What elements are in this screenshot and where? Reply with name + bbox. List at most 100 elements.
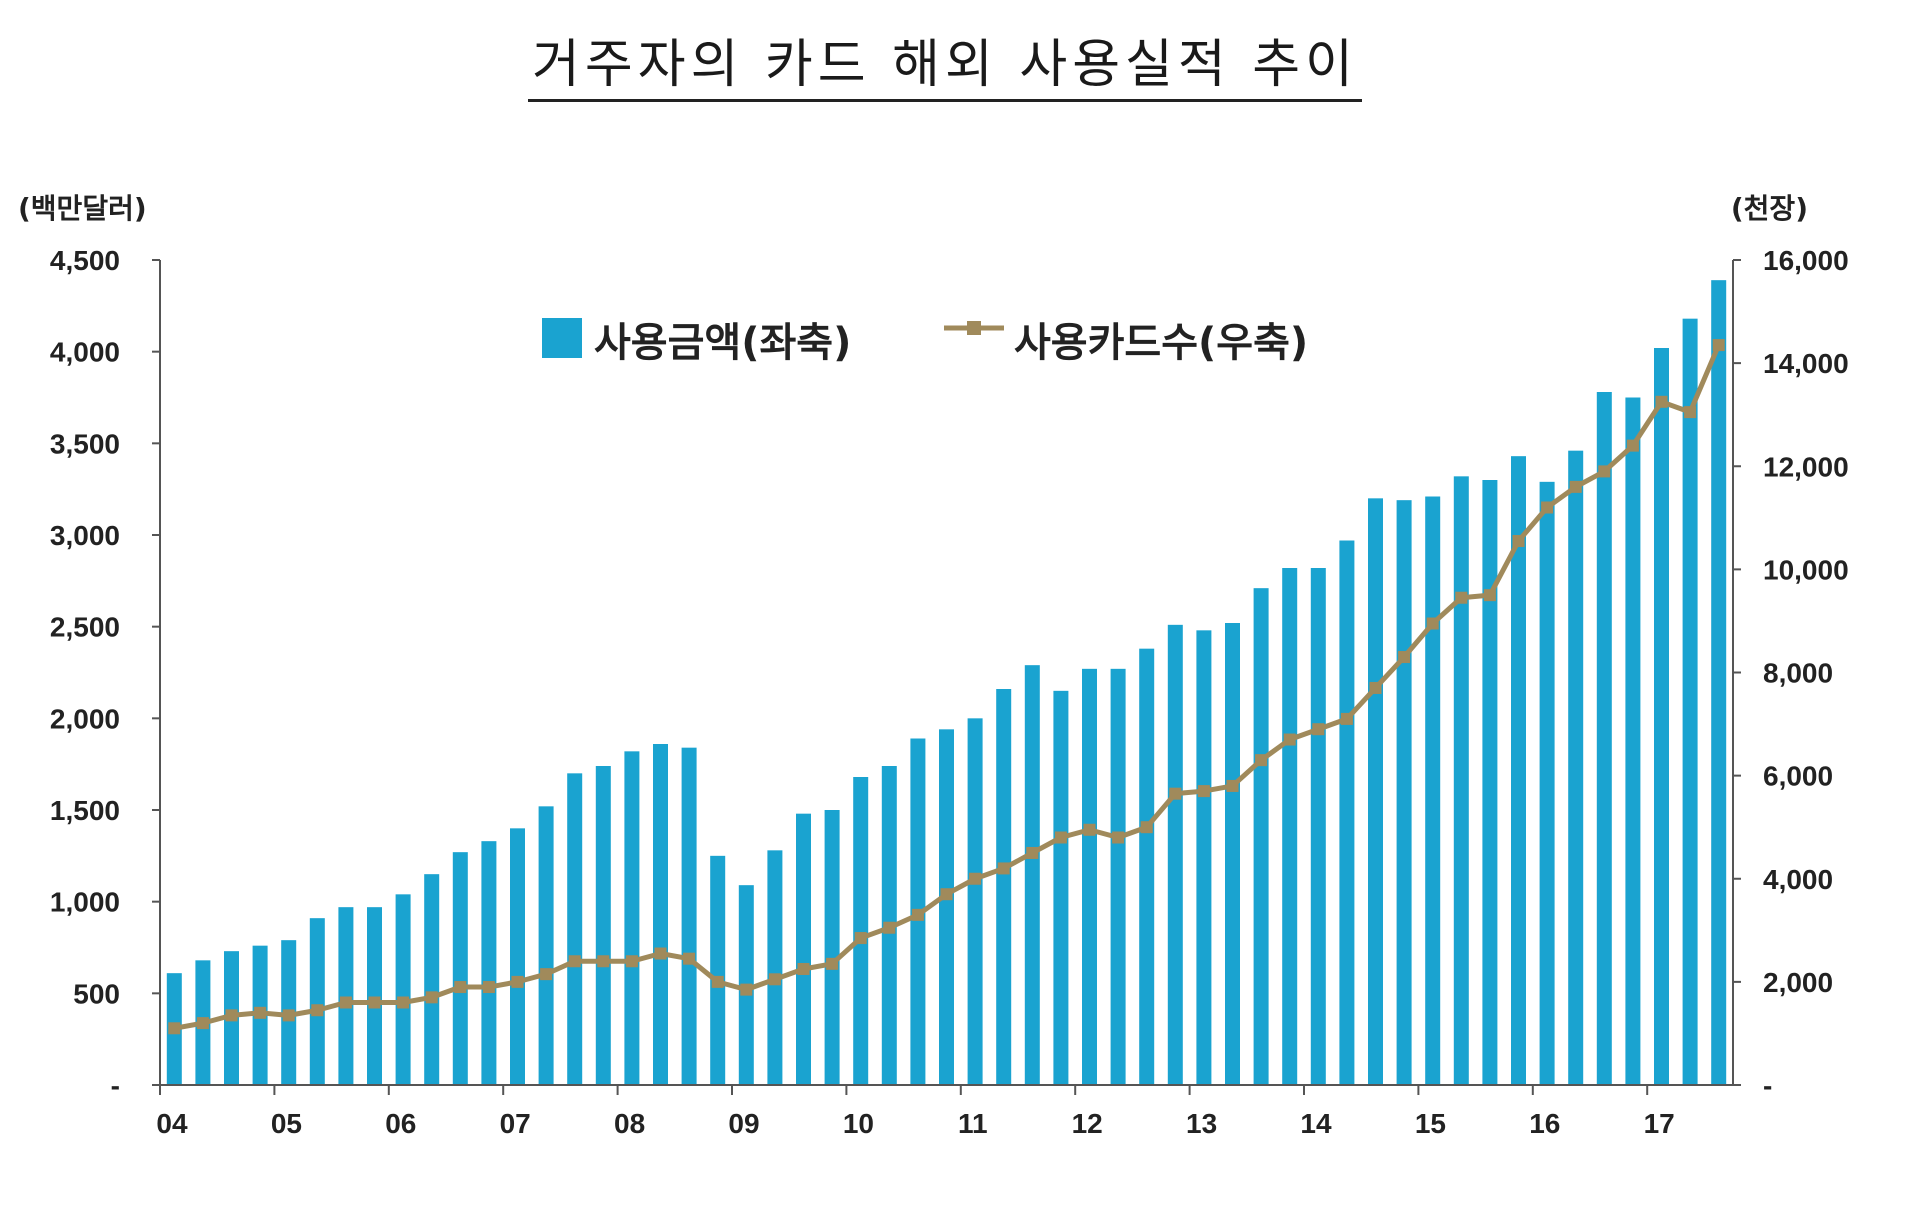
line-cards-marker (654, 947, 667, 960)
bar-amount (939, 729, 954, 1085)
bar-amount (1339, 540, 1355, 1085)
chart-title: 거주자의 카드 해외 사용실적 추이 (0, 22, 1890, 102)
bar-amount (1596, 392, 1612, 1085)
line-cards-marker (768, 973, 781, 986)
bar-series-amount (166, 280, 1727, 1086)
bar-amount (767, 850, 783, 1085)
right-tick-label: 14,000 (1763, 348, 1849, 379)
line-cards-marker (797, 962, 810, 975)
line-cards-marker (282, 1009, 295, 1022)
line-cards-marker (940, 888, 953, 901)
line-cards-marker (1226, 779, 1239, 792)
bar-amount (1167, 624, 1183, 1085)
bar-amount (538, 806, 554, 1085)
line-cards-marker (1455, 591, 1468, 604)
x-tick-label: 10 (843, 1108, 874, 1139)
x-tick-label: 06 (385, 1108, 416, 1139)
bar-amount (1282, 568, 1298, 1085)
x-tick-label: 12 (1072, 1108, 1103, 1139)
bar-amount (1625, 397, 1641, 1085)
right-tick-label: 12,000 (1763, 451, 1849, 482)
bar-amount (853, 777, 869, 1085)
line-cards-marker (1712, 339, 1725, 352)
bar-amount (681, 747, 697, 1085)
line-cards-marker (1197, 785, 1210, 798)
bar-amount (996, 689, 1012, 1085)
bar-amount (452, 852, 468, 1085)
line-cards-marker (597, 955, 610, 968)
bar-amount (1453, 476, 1469, 1085)
line-cards-marker (1112, 831, 1125, 844)
line-cards-marker (1598, 465, 1611, 478)
x-tick-label: 08 (614, 1108, 645, 1139)
axes (152, 259, 1741, 1095)
line-cards-marker (1283, 733, 1296, 746)
bar-amount (1539, 481, 1555, 1085)
bar-amount (424, 874, 440, 1085)
bar-amount (967, 718, 983, 1085)
line-cards-marker (969, 872, 982, 885)
line-cards-marker (568, 955, 581, 968)
bar-amount (1310, 568, 1326, 1085)
line-cards-marker (1369, 681, 1382, 694)
bar-amount (481, 841, 497, 1085)
bar-amount (1654, 348, 1669, 1085)
bar-amount (338, 907, 354, 1085)
legend-line-marker (967, 321, 981, 335)
line-cards-marker (711, 975, 724, 988)
legend-bar-label: 사용금액(좌축) (594, 320, 851, 366)
line-cards-marker (1483, 589, 1496, 602)
line-cards-marker (225, 1009, 238, 1022)
x-tick-label: 09 (728, 1108, 759, 1139)
left-tick-label: 1,500 (50, 795, 120, 826)
bar-amount (624, 751, 640, 1085)
line-cards-marker (1340, 712, 1353, 725)
bar-amount (1082, 668, 1097, 1085)
bar-amount (1425, 496, 1441, 1085)
left-tick-label: 4,500 (50, 245, 120, 276)
line-series-cards (168, 339, 1725, 1035)
bar-amount (595, 766, 611, 1085)
bar-amount (567, 773, 583, 1085)
right-tick-label: 2,000 (1763, 967, 1833, 998)
left-tick-label: - (111, 1070, 120, 1101)
bar-amount (309, 918, 325, 1085)
line-cards-marker (1569, 480, 1582, 493)
tick-labels: - 500 1,000 1,500 2,000 2,500 3,000 3,500 4,000 4… (50, 245, 1849, 1139)
right-tick-label: 8,000 (1763, 658, 1833, 689)
line-cards-marker (397, 996, 410, 1009)
bar-amount (796, 813, 811, 1085)
line-cards-marker (425, 991, 438, 1004)
line-cards-marker (1083, 823, 1096, 836)
line-cards-marker (1626, 439, 1639, 452)
line-cards-marker (1255, 754, 1268, 767)
line-cards-marker (482, 981, 495, 994)
line-cards-marker (540, 968, 553, 981)
line-cards-marker (339, 996, 352, 1009)
bar-amount (1110, 668, 1126, 1085)
left-tick-label: 500 (73, 978, 120, 1009)
bar-amount (1511, 456, 1526, 1086)
line-cards-marker (911, 908, 924, 921)
bar-amount (1482, 480, 1498, 1085)
line-cards-marker (1140, 821, 1153, 834)
bar-amount (1568, 450, 1584, 1086)
line-cards-marker (1312, 723, 1325, 736)
left-tick-label: 4,000 (50, 337, 120, 368)
line-cards-marker (997, 862, 1010, 875)
line-cards-marker (740, 983, 753, 996)
line-cards-marker (883, 921, 896, 934)
left-tick-label: 2,000 (50, 703, 120, 734)
x-tick-label: 14 (1300, 1108, 1332, 1139)
x-tick-label: 11 (958, 1108, 988, 1139)
legend-line-label: 사용카드수(우축) (1014, 320, 1308, 366)
bar-amount (1139, 648, 1155, 1085)
x-tick-label: 13 (1186, 1108, 1217, 1139)
right-tick-label: 16,000 (1763, 245, 1849, 276)
line-cards-marker (368, 996, 381, 1009)
line-cards-marker (683, 952, 696, 965)
x-tick-label: 16 (1529, 1108, 1560, 1139)
bar-amount (1396, 500, 1412, 1086)
bar-amount (1711, 280, 1727, 1086)
